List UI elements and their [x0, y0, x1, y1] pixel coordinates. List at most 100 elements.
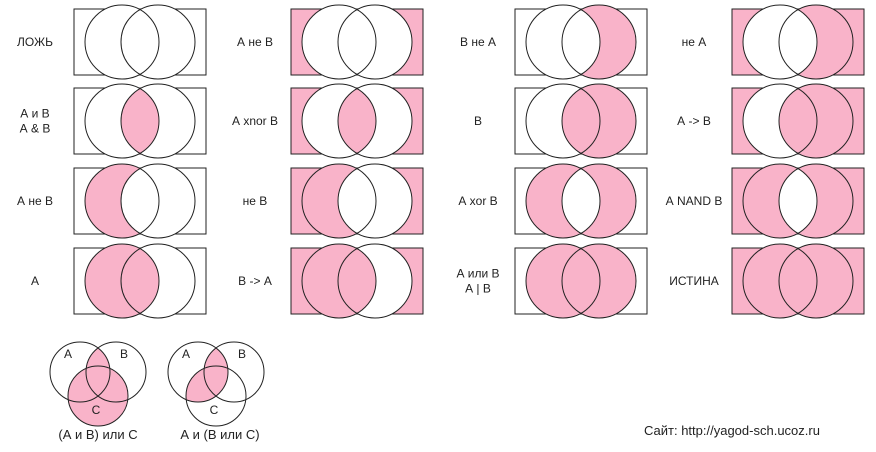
- circle-b-outline: [778, 243, 854, 319]
- circle-b-outline: [120, 243, 196, 319]
- circle-a-outline: [84, 83, 160, 159]
- operation-label: ЛОЖЬ: [17, 35, 53, 49]
- circle-b-outline: [85, 341, 147, 403]
- region-intersection: [779, 244, 817, 318]
- region-intersection: [779, 5, 817, 79]
- region-intersection: [779, 164, 817, 238]
- circle-a-outline: [301, 83, 377, 159]
- venn-a_xnor_b: А xnor В: [232, 83, 424, 159]
- circle-b-outline: [561, 163, 637, 239]
- venn-a_xor_b: А xor В: [458, 163, 648, 239]
- operation-label: А или В: [456, 267, 499, 281]
- set-label: С: [210, 403, 219, 417]
- three-set-caption: (А и В) или С: [58, 427, 137, 442]
- venn-a_nand_b: А NAND В: [666, 163, 865, 239]
- circle-b-outline: [120, 163, 196, 239]
- operation-label: А: [31, 274, 39, 288]
- venn-not_b: не В: [243, 163, 424, 239]
- circle-a-outline: [301, 243, 377, 319]
- circle-a-outline: [525, 243, 601, 319]
- circle-b-outline: [337, 163, 413, 239]
- circle-a-outline: [301, 4, 377, 80]
- venn-not_a: не А: [682, 4, 865, 80]
- operation-label: В: [474, 114, 482, 128]
- operation-label: А не В: [17, 194, 53, 208]
- region-intersection: [562, 164, 600, 238]
- venn-a_or_b: А или ВА | В: [456, 243, 648, 319]
- circle-c-outline: [185, 365, 247, 427]
- region-intersection: [121, 84, 159, 158]
- circle-a-outline: [742, 163, 818, 239]
- region-intersection: [562, 244, 600, 318]
- circle-b-outline: [337, 83, 413, 159]
- circle-a-outline: [301, 163, 377, 239]
- venn-a_not_b: А не В: [17, 163, 207, 239]
- venn-false: ЛОЖЬ: [17, 4, 207, 80]
- operation-label: А & В: [20, 122, 51, 136]
- circle-a-outline: [84, 163, 160, 239]
- venn3-ab_or_c: А В С (А и В) или С: [49, 341, 147, 442]
- venn-a_and_not_b_outer: А не В: [237, 4, 424, 80]
- venn-b_implies_a: В -> А: [238, 243, 424, 319]
- region-intersection: [121, 244, 159, 318]
- circle-b-outline: [337, 243, 413, 319]
- region-a-and-b: [86, 342, 110, 402]
- venn-b_not_a: В не А: [460, 4, 648, 80]
- circle-a-outline: [84, 4, 160, 80]
- circle-b-outline: [120, 4, 196, 80]
- region-intersection: [121, 164, 159, 238]
- venn3-a_and_b_or_c: А В С А и (В или С): [167, 341, 265, 442]
- circle-b-outline: [203, 341, 265, 403]
- circle-a-outline: [84, 243, 160, 319]
- circle-a-outline: [525, 163, 601, 239]
- circle-b-outline: [778, 83, 854, 159]
- circle-a-outline: [167, 341, 229, 403]
- operation-label: В не А: [460, 35, 496, 49]
- operation-label: А xor В: [458, 194, 497, 208]
- region-intersection: [338, 5, 376, 79]
- operation-label: не В: [243, 194, 268, 208]
- circle-b-outline: [561, 83, 637, 159]
- circle-b-outline: [561, 4, 637, 80]
- region-intersection: [338, 84, 376, 158]
- set-label: А: [64, 347, 72, 361]
- operation-label: А -> В: [677, 114, 711, 128]
- operation-label: А | В: [465, 282, 491, 296]
- venn-a: А: [31, 243, 207, 319]
- operation-label: не А: [682, 35, 707, 49]
- set-label: В: [120, 347, 128, 361]
- circle-c-outline: [67, 365, 129, 427]
- circle-a-outline: [525, 4, 601, 80]
- venn-b: В: [474, 83, 648, 159]
- site-caption: Сайт: http://yagod-sch.ucoz.ru: [644, 423, 820, 438]
- set-label: С: [92, 403, 101, 417]
- circle-b-outline: [778, 163, 854, 239]
- region-intersection: [121, 5, 159, 79]
- region-intersection: [562, 5, 600, 79]
- operation-label: В -> А: [238, 274, 272, 288]
- operation-label: ИСТИНА: [669, 274, 719, 288]
- three-set-caption: А и (В или С): [180, 427, 259, 442]
- region-intersection: [338, 244, 376, 318]
- venn-true: ИСТИНА: [669, 243, 865, 319]
- circle-a-outline: [742, 4, 818, 80]
- circle-a-outline: [742, 243, 818, 319]
- operation-label: А NAND В: [666, 194, 723, 208]
- set-label: В: [238, 347, 246, 361]
- circle-a-outline: [49, 341, 111, 403]
- circle-a-outline: [525, 83, 601, 159]
- circle-a-outline: [742, 83, 818, 159]
- operation-label: А и В: [20, 107, 49, 121]
- venn-a_and_b: А и ВА & В: [20, 83, 207, 159]
- circle-b-outline: [778, 4, 854, 80]
- venn-a_implies_b: А -> В: [677, 83, 865, 159]
- set-label: А: [182, 347, 190, 361]
- circle-b-outline: [337, 4, 413, 80]
- region-intersection: [779, 84, 817, 158]
- region-intersection: [562, 84, 600, 158]
- operation-label: А не В: [237, 35, 273, 49]
- circle-b-outline: [561, 243, 637, 319]
- circle-b-outline: [120, 83, 196, 159]
